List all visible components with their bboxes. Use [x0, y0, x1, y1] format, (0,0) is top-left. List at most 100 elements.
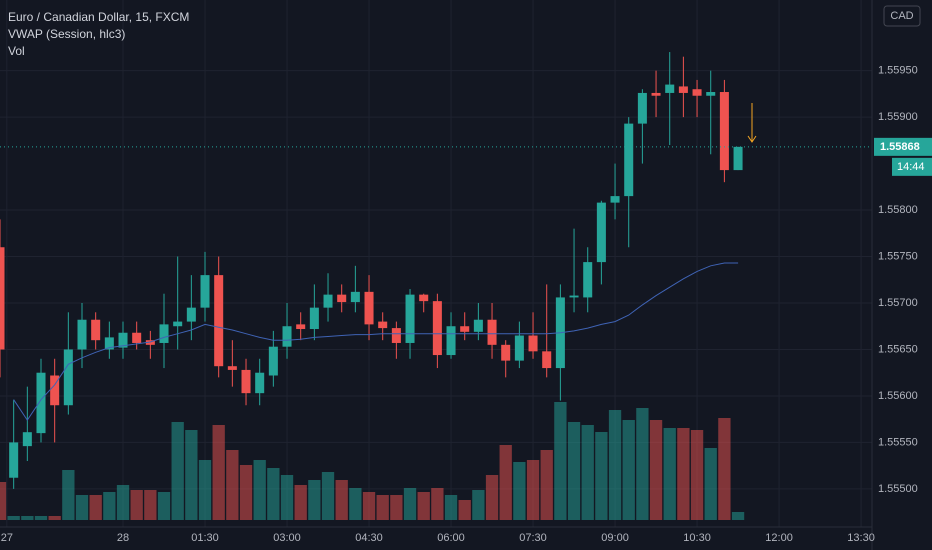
- volume-bar: [526, 460, 540, 520]
- candle-body: [637, 92, 647, 124]
- candle-body: [610, 196, 620, 203]
- candle-body: [419, 294, 429, 302]
- y-tick-label: 1.55500: [878, 483, 918, 495]
- volume-bar: [48, 516, 61, 520]
- volume-bar: [308, 480, 321, 520]
- volume-bar: [622, 420, 635, 520]
- x-tick-label: 09:00: [601, 532, 629, 544]
- volume-bar: [540, 450, 553, 520]
- candle-body: [432, 301, 442, 356]
- candle-body: [624, 123, 634, 197]
- candle-body: [678, 86, 688, 93]
- volume-bar: [349, 488, 362, 520]
- candle-body: [63, 349, 73, 406]
- axes: 1.55500 1.55550 1.55600 1.55650 1.55700 1.557…: [1, 65, 918, 544]
- candle-body: [528, 335, 538, 352]
- volume-bar: [185, 430, 198, 520]
- x-tick-label: 13:30: [847, 532, 875, 544]
- candle-body: [350, 291, 360, 303]
- y-tick-label: 1.55650: [878, 343, 918, 355]
- volume-bar: [718, 418, 731, 520]
- candle-body: [378, 321, 388, 329]
- y-tick-label: 1.55950: [878, 65, 918, 77]
- vwap-line: [13, 262, 739, 421]
- candle-body: [665, 84, 675, 93]
- volume-bar: [403, 488, 417, 520]
- candle-body: [282, 326, 292, 347]
- volume-bar: [376, 495, 389, 520]
- y-tick-label: 1.55550: [878, 436, 918, 448]
- volume-bar: [62, 470, 75, 520]
- candle-body: [145, 340, 155, 345]
- candle-body: [651, 92, 661, 96]
- volume-bar: [731, 512, 745, 520]
- volume-legend: Vol: [8, 44, 25, 58]
- candle-body: [460, 326, 470, 332]
- currency-box[interactable]: [883, 5, 921, 27]
- candle-body: [514, 335, 524, 361]
- volume-bar: [34, 516, 48, 520]
- volume-pane: [0, 402, 745, 520]
- volume-bar: [171, 422, 184, 520]
- candle-body: [501, 344, 511, 361]
- candle-body: [268, 346, 278, 376]
- volume-bar: [458, 500, 471, 520]
- volume-bar: [116, 485, 130, 520]
- vwap-legend: VWAP (Session, hlc3): [8, 27, 125, 41]
- volume-bar: [663, 428, 676, 520]
- y-tick-label: 1.55750: [878, 250, 918, 262]
- volume-bar: [267, 468, 280, 520]
- x-tick-label: 06:00: [437, 532, 465, 544]
- x-tick-label: 03:00: [273, 532, 301, 544]
- candle-body: [719, 92, 729, 171]
- volume-bar: [554, 402, 567, 520]
- volume-bar: [21, 516, 34, 520]
- candle-body: [241, 369, 251, 394]
- volume-bar: [335, 480, 348, 520]
- volume-bar: [513, 462, 526, 520]
- x-tick-label: 07:30: [519, 532, 547, 544]
- candle-body: [186, 307, 196, 322]
- candle-body: [104, 337, 114, 350]
- volume-bar: [198, 460, 212, 520]
- volume-bar: [7, 516, 20, 520]
- volume-bar: [144, 490, 157, 520]
- volume-bar: [431, 488, 444, 520]
- candle-body: [22, 432, 32, 447]
- volume-bar: [321, 472, 335, 520]
- candle-body: [542, 351, 552, 369]
- volume-bar: [157, 492, 171, 520]
- volume-bar: [704, 448, 717, 520]
- x-tick-label: 28: [117, 532, 129, 544]
- candle-body: [173, 321, 183, 327]
- candle-body: [132, 332, 142, 343]
- candle-body: [296, 324, 306, 330]
- candle-body: [364, 291, 374, 325]
- candle-body: [323, 294, 333, 308]
- volume-bar: [417, 492, 430, 520]
- volume-bar: [636, 408, 649, 520]
- candle-body: [36, 372, 46, 434]
- currency[interactable]: CAD: [890, 10, 913, 22]
- x-tick-label: 10:30: [683, 532, 711, 544]
- candle-body: [596, 202, 606, 263]
- volume-bar: [239, 465, 253, 520]
- y-tick-label: 1.55900: [878, 111, 918, 123]
- volume-bar: [0, 482, 7, 520]
- volume-bar: [75, 495, 89, 520]
- chart-title: Euro / Canadian Dollar, 15, FXCM: [8, 10, 189, 24]
- volume-bar: [226, 450, 239, 520]
- volume-bar: [595, 432, 608, 520]
- volume-bar: [690, 430, 704, 520]
- candle-body: [255, 372, 265, 394]
- candle-body: [91, 319, 101, 341]
- volume-bar: [130, 490, 143, 520]
- x-tick-label: 01:30: [191, 532, 219, 544]
- y-tick-label: 1.55700: [878, 297, 918, 309]
- candle-body: [0, 247, 5, 350]
- volume-bar: [294, 485, 307, 520]
- volume-bar: [581, 425, 594, 520]
- volume-bar: [499, 445, 512, 520]
- countdown-box: [892, 157, 932, 176]
